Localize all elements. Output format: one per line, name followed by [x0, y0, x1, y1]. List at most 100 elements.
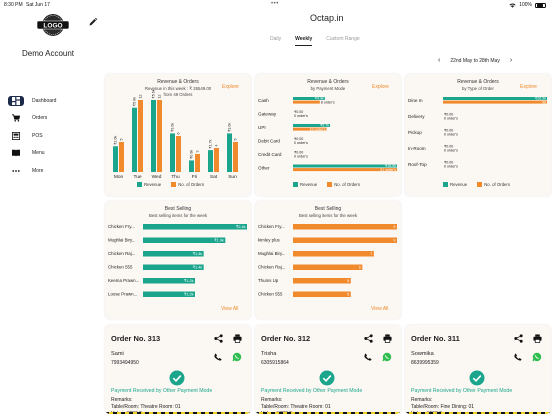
item-bar [293, 237, 397, 243]
share-icon[interactable] [364, 334, 373, 343]
orders-bar [293, 100, 320, 104]
explore-link[interactable]: Explore [520, 84, 537, 90]
item-bar-label: 9 [393, 239, 395, 243]
category-label: Chicken Fry... [108, 224, 135, 229]
category-label: Chicken Raj... [258, 265, 285, 270]
payment-mode-card: Revenue & Orders by Payment Mode Explore… [255, 74, 401, 196]
orders-bar-label: 12 [139, 95, 143, 99]
payment-status: Payment Received by Other Payment Mode [411, 388, 513, 394]
category-label: Roof-Top [408, 162, 427, 167]
sidebar-item-orders[interactable]: Orders [8, 110, 100, 128]
revenue-bar [293, 164, 397, 168]
category-label: Chicken Raj... [108, 251, 135, 256]
category-label: Delivery [408, 114, 425, 119]
order-card[interactable]: Order No. 311 Sowmika 8639995359 Payment… [405, 325, 551, 414]
sidebar-item-dashboard[interactable]: Dashboard [8, 92, 100, 110]
customer-name: Sowmika [411, 351, 434, 357]
whatsapp-icon[interactable] [532, 352, 542, 362]
card-title: Revenue & Orders [457, 79, 499, 85]
tab-daily[interactable]: Daily [270, 36, 282, 42]
card-subtitle: Best selling items for the week [298, 213, 358, 218]
explore-link[interactable]: Explore [222, 84, 239, 90]
item-bar-label: ₹1.9k [214, 239, 224, 243]
order-status-stripe [255, 412, 401, 414]
view-all-link[interactable]: View All [371, 306, 389, 312]
print-icon[interactable] [233, 334, 242, 343]
dashboard-icon [8, 95, 24, 106]
phone-icon[interactable] [514, 353, 522, 361]
order-status-stripe [405, 412, 551, 414]
item-bar [143, 264, 204, 270]
category-label: Pickup [408, 130, 422, 135]
view-all-link[interactable]: View All [221, 306, 239, 312]
card-title: Revenue & Orders [307, 79, 349, 85]
payment-success-icon [319, 370, 335, 386]
explore-link[interactable]: Explore [372, 84, 389, 90]
share-icon[interactable] [514, 334, 523, 343]
item-bar [143, 251, 204, 257]
category-label: Mughlai Biry... [108, 238, 136, 243]
sidebar-item-menu[interactable]: Menu [8, 145, 100, 163]
revenue-bar [293, 97, 325, 100]
best-selling-orders-card: Best Selling Best selling items for the … [255, 201, 401, 319]
order-remarks: Remarks: [111, 397, 133, 403]
category-label: Gateway [258, 112, 277, 117]
revenue-bar-label: ₹1.7k [209, 139, 213, 148]
orders-bar [214, 148, 219, 172]
chart-legend: Revenue No. of Orders [137, 182, 204, 187]
revenue-bar [170, 133, 175, 172]
card-subtitle-orders: from 49 Orders [163, 92, 193, 97]
category-label: Keema Prawn... [108, 278, 139, 283]
edit-icon[interactable] [88, 17, 98, 27]
multitask-dots[interactable]: ••• [271, 1, 279, 7]
revenue-bar-label: ₹16.0k [385, 164, 396, 168]
svg-text:LOGO: LOGO [43, 22, 62, 29]
order-type-card: Revenue & Orders by Type of Order Explor… [405, 74, 551, 196]
share-icon[interactable] [214, 334, 223, 343]
orders-bar-label: 5 [234, 139, 238, 141]
payment-status: Payment Received by Other Payment Mode [111, 388, 213, 394]
orders-bar-label: 49 [542, 100, 546, 104]
legend-orders: No. of Orders [327, 182, 360, 187]
orders-bar-label: 4 [215, 145, 219, 147]
item-bar [293, 224, 397, 230]
legend-orders: No. of Orders [477, 182, 510, 187]
best-selling-revenue-card: Best Selling Best selling items for the … [105, 201, 251, 319]
revenue-orders-card: Revenue & Orders Revenue in this week : … [105, 74, 251, 196]
order-card[interactable]: Order No. 312 Trisha 6305915864 Payment … [255, 325, 401, 414]
category-label: Thums Up [258, 278, 279, 283]
phone-icon[interactable] [214, 353, 222, 361]
sidebar-item-pos[interactable]: POS [8, 127, 100, 145]
whatsapp-icon[interactable] [232, 352, 242, 362]
category-label: Chicken Fry... [258, 224, 285, 229]
payment-status: Payment Received by Other Payment Mode [261, 388, 363, 394]
next-week-button[interactable]: › [509, 57, 513, 64]
category-label: kimley plus [258, 238, 281, 243]
whatsapp-icon[interactable] [382, 352, 392, 362]
item-bar [293, 264, 363, 270]
revenue-bar-label: ₹2.0k [114, 136, 118, 145]
print-icon[interactable] [383, 334, 392, 343]
battery-icon [535, 2, 546, 8]
item-bar-label: 6 [359, 266, 361, 270]
prev-week-button[interactable]: ‹ [438, 57, 441, 64]
battery-percent: 100% [519, 2, 532, 8]
revenue-bar-label: ₹0.9k [190, 150, 194, 159]
print-icon[interactable] [533, 334, 542, 343]
legend-revenue: Revenue [293, 182, 317, 187]
item-bar-label: 5 [347, 279, 349, 283]
revenue-bar [443, 97, 547, 100]
phone-icon[interactable] [364, 353, 372, 361]
tab-custom-range[interactable]: Custom Range [326, 36, 360, 42]
order-card[interactable]: Order No. 313 Sami 7993494950 Payment Re… [105, 325, 251, 414]
revenue-bar-label: ₹0.00 [444, 161, 453, 165]
item-bar-label: ₹1.4k [193, 252, 203, 256]
cart-icon [8, 113, 24, 123]
sidebar-item-more[interactable]: More [8, 162, 100, 180]
legend-orders: No. of Orders [171, 182, 204, 187]
chart-legend: Revenue No. of Orders [443, 182, 510, 187]
orders-bar [138, 100, 143, 172]
tab-weekly[interactable]: Weekly [295, 36, 313, 46]
item-bar [293, 278, 351, 284]
revenue-bar-label: ₹0.00 [444, 113, 453, 117]
